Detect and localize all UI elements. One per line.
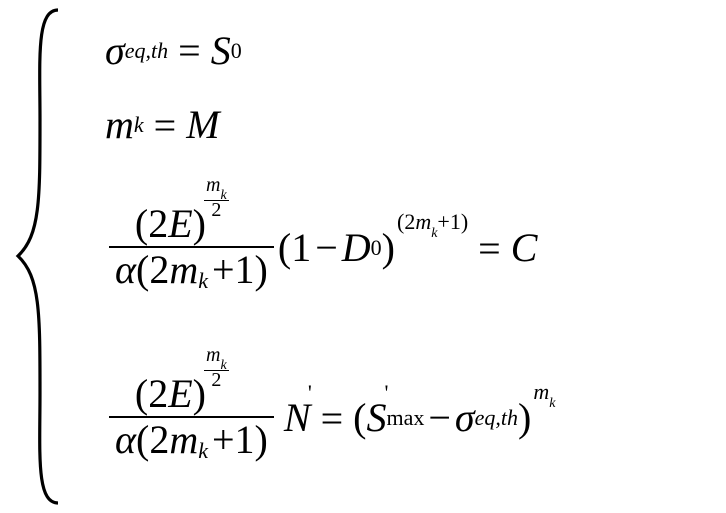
Sprime: S <box>366 395 386 440</box>
left-brace-icon <box>10 0 70 513</box>
equation-lines: σ eq,th = S 0 m k = M (2E) mk <box>105 18 705 493</box>
equals: = <box>178 27 201 74</box>
m-sub: k <box>134 112 144 138</box>
exp-mk-over-2: mk 2 <box>204 176 229 219</box>
D: D <box>342 228 371 268</box>
N-prime: ' <box>308 380 312 406</box>
equals: = <box>154 102 177 149</box>
equals: = <box>478 225 501 272</box>
equation-1: σ eq,th = S 0 <box>105 18 705 83</box>
sigma: σ <box>105 31 125 71</box>
equation-system: σ eq,th = S 0 m k = M (2E) mk <box>0 0 726 513</box>
exp-2mk-plus-1: (2mk+1) <box>397 209 468 239</box>
S-sub: 0 <box>231 38 242 64</box>
lpar: ( <box>135 201 148 246</box>
equals: = <box>321 395 344 442</box>
C: C <box>511 228 538 268</box>
M: M <box>186 105 219 145</box>
S: S <box>211 31 231 71</box>
fraction-3: (2E) mk 2 α(2mk+1) <box>109 202 274 293</box>
S-max-sub: max <box>386 405 424 431</box>
m: m <box>105 105 134 145</box>
E: E <box>168 201 192 246</box>
N: N <box>284 395 311 440</box>
two: 2 <box>148 201 168 246</box>
fraction-4: (2E) mk 2 α(2mk+1) <box>109 372 274 463</box>
exp-mk-over-2: mk 2 <box>204 346 229 389</box>
sigma-sub: eq,th <box>125 38 168 64</box>
equation-2: m k = M <box>105 95 705 155</box>
exp-mk: mk <box>533 379 555 409</box>
equation-4: (2E) mk 2 α(2mk+1) <box>105 343 705 493</box>
alpha: α <box>115 247 136 292</box>
equation-3: (2E) mk 2 α(2mk+1) <box>105 173 705 323</box>
